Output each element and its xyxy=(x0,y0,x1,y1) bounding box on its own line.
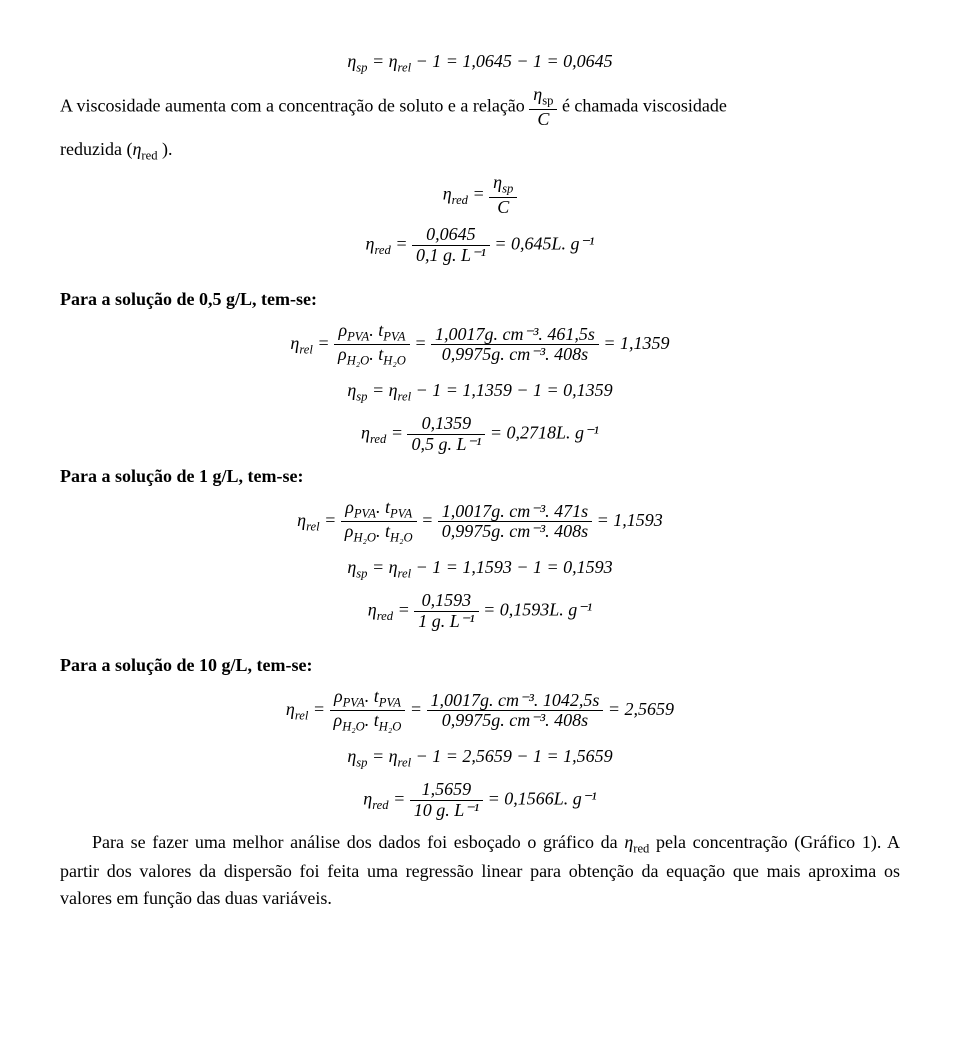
eq-red-10: ηred = 1,5659 10 g. L⁻¹ = 0,1566L. g⁻¹ xyxy=(60,780,900,821)
intro-paragraph-2: reduzida (ηred ). xyxy=(60,136,900,165)
red-10-rhs: = 0,1566L. g⁻¹ xyxy=(488,789,597,809)
rel-05-den2: 0,9975g. cm⁻³. 408s xyxy=(431,345,599,365)
intro-paragraph: A viscosidade aumenta com a concentração… xyxy=(60,85,900,129)
eq-sp-1: ηsp = ηrel − 1 = 1,1593 − 1 = 0,1593 xyxy=(60,554,900,583)
eq-red-val-intro: ηred = 0,0645 0,1 g. L⁻¹ = 0,645L. g⁻¹ xyxy=(60,225,900,266)
rel-10-den2: 0,9975g. cm⁻³. 408s xyxy=(427,711,604,731)
rel-1-num2: 1,0017g. cm⁻³. 471s xyxy=(438,502,592,523)
eq-rel-1: ηrel = ρPVA. tPVA ρH₂O. tH₂O = 1,0017g. … xyxy=(60,498,900,546)
red-intro-rhs: = 0,645L. g⁻¹ xyxy=(494,234,594,254)
rel-1-den2: 0,9975g. cm⁻³. 408s xyxy=(438,522,592,542)
red-1-num: 0,1593 xyxy=(414,591,478,612)
red-05-num: 0,1359 xyxy=(407,414,485,435)
rel-05-num2: 1,0017g. cm⁻³. 461,5s xyxy=(431,325,599,346)
intro-text-b: é chamada viscosidade xyxy=(562,96,727,116)
red-05-den: 0,5 g. L⁻¹ xyxy=(407,435,485,455)
rel-05-rhs: = 1,1359 xyxy=(603,333,669,353)
intro-frac-inline: ηsp C xyxy=(529,85,557,129)
red-05-rhs: = 0,2718L. g⁻¹ xyxy=(490,423,599,443)
rel-10-rhs: = 2,5659 xyxy=(608,699,674,719)
heading-1: Para a solução de 1 g/L, tem-se: xyxy=(60,463,900,490)
eq-red-1: ηred = 0,1593 1 g. L⁻¹ = 0,1593L. g⁻¹ xyxy=(60,591,900,632)
closing-paragraph: Para se fazer uma melhor análise dos dad… xyxy=(60,829,900,912)
eq-red-def: ηred = ηsp C xyxy=(60,173,900,217)
red-10-num: 1,5659 xyxy=(410,780,483,801)
eq-sp-10: ηsp = ηrel − 1 = 2,5659 − 1 = 1,5659 xyxy=(60,743,900,772)
red-intro-num: 0,0645 xyxy=(412,225,490,246)
eq-rel-10: ηrel = ρPVA. tPVA ρH₂O. tH₂O = 1,0017g. … xyxy=(60,687,900,735)
closing-b: pela xyxy=(649,832,686,852)
red-1-den: 1 g. L⁻¹ xyxy=(414,612,478,632)
heading-05: Para a solução de 0,5 g/L, tem-se: xyxy=(60,286,900,313)
rel-1-rhs: = 1,1593 xyxy=(597,510,663,530)
red-1-rhs: = 0,1593L. g⁻¹ xyxy=(483,600,592,620)
eq-red-05: ηred = 0,1359 0,5 g. L⁻¹ = 0,2718L. g⁻¹ xyxy=(60,414,900,455)
rel-10-num2: 1,0017g. cm⁻³. 1042,5s xyxy=(427,691,604,712)
red-intro-den: 0,1 g. L⁻¹ xyxy=(412,246,490,266)
red-10-den: 10 g. L⁻¹ xyxy=(410,801,483,821)
closing-a: Para se fazer uma melhor análise dos dad… xyxy=(92,832,624,852)
eq-rel-05: ηrel = ρPVA. tPVA ρH₂O. tH₂O = 1,0017g. … xyxy=(60,321,900,369)
eq-sp-05: ηsp = ηrel − 1 = 1,1359 − 1 = 0,1359 xyxy=(60,377,900,406)
heading-10: Para a solução de 10 g/L, tem-se: xyxy=(60,652,900,679)
intro-text-a: A viscosidade aumenta com a concentração… xyxy=(60,96,529,116)
eq-sp-intro: ηsp = ηrel − 1 = 1,0645 − 1 = 0,0645 xyxy=(60,48,900,77)
